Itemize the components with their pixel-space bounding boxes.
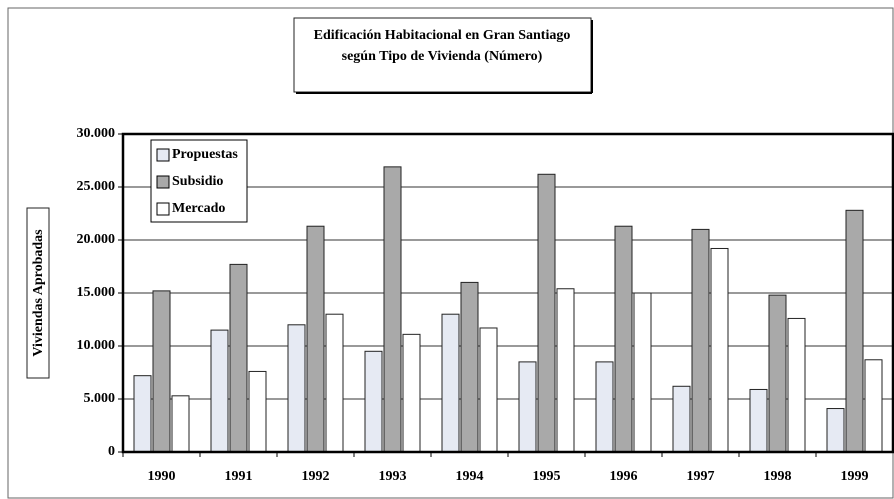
bar [325, 313, 344, 453]
bar [749, 388, 768, 453]
bar [556, 288, 575, 453]
y-axis-label: Viviendas Aprobadas [31, 229, 46, 357]
legend-label: Subsidio [172, 174, 223, 189]
bar [152, 290, 171, 453]
chart-title: según Tipo de Vivienda (Número) [342, 49, 543, 64]
chart-title: Edificación Habitacional en Gran Santiag… [314, 28, 571, 43]
bar [364, 350, 383, 453]
bar [210, 329, 229, 453]
legend-label: Propuestas [172, 147, 238, 162]
title-box [293, 17, 592, 93]
legend-swatch [156, 148, 170, 162]
bar [537, 173, 556, 453]
bar [691, 228, 710, 453]
y-tick-label: 15.000 [77, 285, 116, 300]
bar [287, 324, 306, 453]
y-tick-label: 30.000 [77, 126, 116, 141]
bar [460, 281, 479, 453]
bar [710, 247, 729, 453]
bar [672, 385, 691, 453]
bar [383, 166, 402, 453]
bar [441, 313, 460, 453]
legend-swatch [156, 202, 170, 216]
x-tick-label: 1991 [225, 469, 253, 484]
bar [229, 263, 248, 453]
bar [133, 375, 152, 453]
x-tick-label: 1997 [687, 469, 715, 484]
y-tick-label: 20.000 [77, 232, 116, 247]
bar [845, 209, 864, 453]
bar [614, 225, 633, 453]
y-label-group: Viviendas Aprobadas [26, 207, 50, 379]
y-tick-label: 5.000 [84, 391, 116, 406]
x-tick-label: 1998 [764, 469, 792, 484]
y-tick-label: 10.000 [77, 338, 116, 353]
x-tick-label: 1999 [841, 469, 869, 484]
y-tick-label: 0 [108, 444, 115, 459]
bar [479, 327, 498, 453]
y-label-box [26, 207, 50, 379]
x-tick-label: 1990 [148, 469, 176, 484]
bar [633, 292, 652, 453]
bar [595, 361, 614, 453]
bar [768, 294, 787, 453]
legend-swatch [156, 175, 170, 189]
x-tick-label: 1996 [610, 469, 638, 484]
bar [518, 361, 537, 453]
bar [864, 359, 883, 453]
x-tick-label: 1993 [379, 469, 407, 484]
bar [171, 395, 190, 453]
legend-label: Mercado [172, 201, 225, 216]
x-tick-label: 1992 [302, 469, 330, 484]
bar [248, 370, 267, 453]
plot-frame [121, 132, 894, 454]
bar [787, 317, 806, 453]
y-tick-label: 25.000 [77, 179, 116, 194]
bar [826, 408, 845, 453]
x-tick-label: 1994 [456, 469, 484, 484]
bar [306, 225, 325, 453]
bar [402, 333, 421, 453]
x-tick-label: 1995 [533, 469, 561, 484]
